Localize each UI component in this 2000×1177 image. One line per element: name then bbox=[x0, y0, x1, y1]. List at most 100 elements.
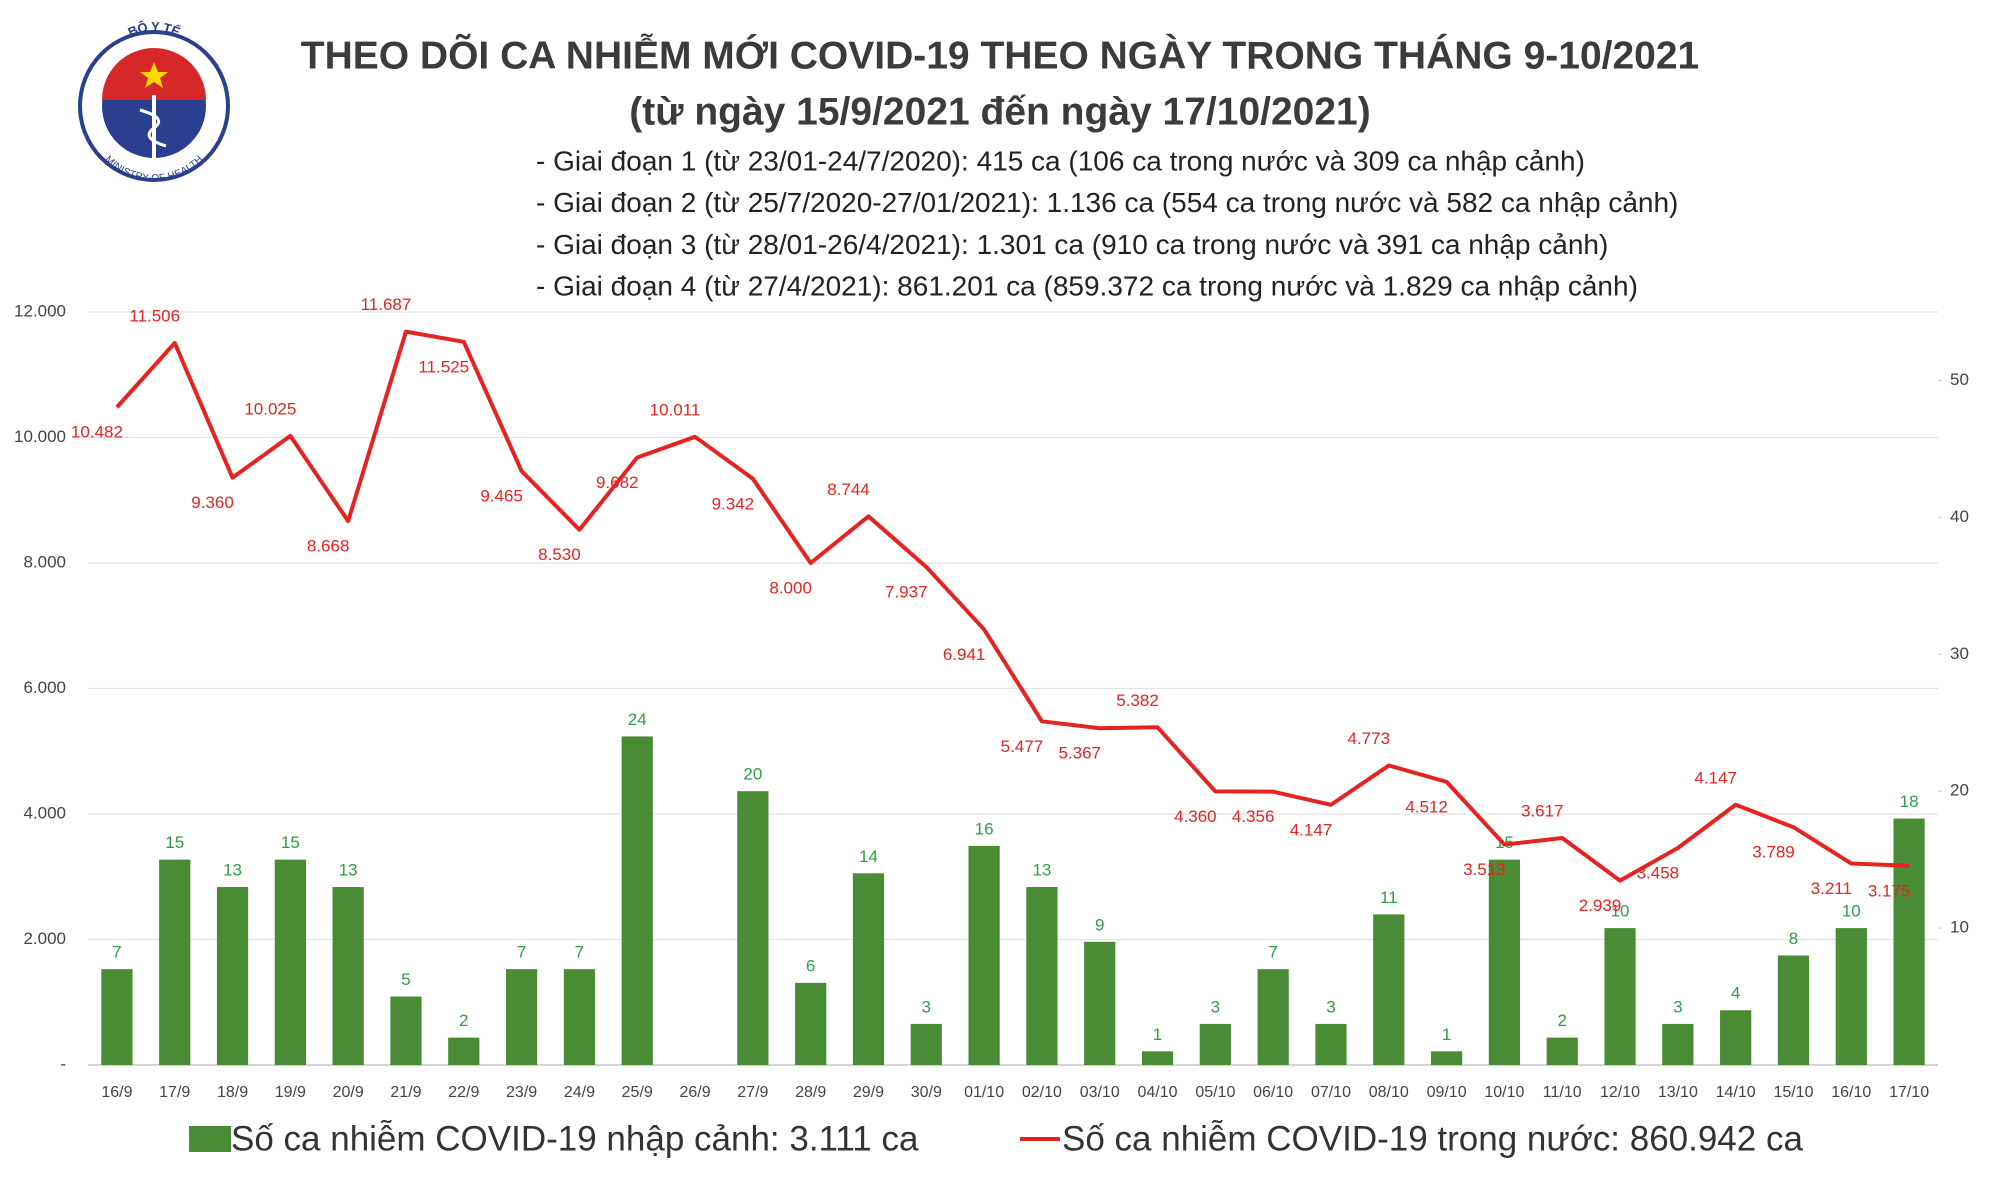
bar bbox=[910, 1023, 942, 1065]
line-value-label: 8.744 bbox=[827, 480, 870, 499]
bar-value-label: 13 bbox=[223, 861, 242, 880]
x-tick-label: 21/9 bbox=[390, 1084, 421, 1101]
legend-label: Số ca nhiễm COVID-19 trong nước: 860.942… bbox=[1062, 1119, 1803, 1158]
x-tick-label: 01/10 bbox=[964, 1084, 1004, 1101]
bar-value-label: 7 bbox=[517, 943, 526, 962]
bar-value-label: 3 bbox=[1673, 997, 1682, 1016]
x-tick-label: 02/10 bbox=[1022, 1084, 1062, 1101]
line-value-label: 3.617 bbox=[1521, 802, 1564, 821]
line-value-label: 3.175 bbox=[1868, 881, 1911, 900]
bar-value-label: 4 bbox=[1731, 984, 1740, 1003]
bar-value-label: 7 bbox=[112, 943, 121, 962]
y2-tick-label: 20 bbox=[1950, 781, 1969, 800]
bar bbox=[1720, 1010, 1752, 1065]
bar bbox=[390, 996, 422, 1065]
line-value-label: 11.687 bbox=[361, 295, 412, 314]
y2-tick-label: 30 bbox=[1950, 644, 1969, 663]
x-tick-label: 08/10 bbox=[1369, 1084, 1409, 1101]
x-tick-label: 17/10 bbox=[1889, 1084, 1929, 1101]
bar-value-label: 14 bbox=[859, 847, 878, 866]
bar-value-label: 16 bbox=[975, 819, 994, 838]
line-value-label: 3.211 bbox=[1811, 879, 1852, 898]
logo-star bbox=[140, 62, 168, 88]
x-tick-label: 10/10 bbox=[1484, 1084, 1524, 1101]
chart-subtitle: (từ ngày 15/9/2021 đến ngày 17/10/2021) bbox=[629, 90, 1370, 133]
line-value-label: 5.477 bbox=[1001, 737, 1044, 756]
bar-value-label: 3 bbox=[1211, 997, 1220, 1016]
bar-value-label: 18 bbox=[1900, 792, 1919, 811]
line-value-label: 8.668 bbox=[307, 537, 350, 556]
bar-value-label: 20 bbox=[743, 765, 762, 784]
note: - Giai đoạn 2 (từ 25/7/2020-27/01/2021):… bbox=[536, 187, 1678, 218]
bar bbox=[274, 859, 306, 1065]
line-value-label: 3.458 bbox=[1637, 863, 1680, 882]
bar bbox=[1488, 859, 1521, 1065]
line-value-label: 8.000 bbox=[769, 578, 812, 597]
x-tick-label: 16/10 bbox=[1831, 1084, 1871, 1101]
x-tick-label: 25/9 bbox=[622, 1084, 653, 1101]
x-tick-label: 27/9 bbox=[737, 1084, 768, 1101]
bar bbox=[1257, 969, 1289, 1065]
line-value-label: 4.512 bbox=[1405, 797, 1448, 816]
line-value-label: 5.382 bbox=[1116, 691, 1159, 710]
line-value-label: 9.682 bbox=[596, 473, 639, 492]
bar bbox=[1026, 887, 1058, 1065]
bar-value-label: 2 bbox=[459, 1011, 468, 1030]
bar-value-label: 24 bbox=[628, 710, 647, 729]
bar bbox=[852, 873, 885, 1065]
bar bbox=[1430, 1051, 1463, 1065]
x-tick-label: 20/9 bbox=[333, 1084, 364, 1101]
bar-value-label: 11 bbox=[1380, 888, 1398, 907]
line-value-label: 5.367 bbox=[1058, 744, 1101, 763]
bar bbox=[1315, 1023, 1347, 1065]
y-tick-label: 6.000 bbox=[23, 678, 66, 697]
bar bbox=[1604, 928, 1636, 1065]
logo-top-text: BỘ Y TẾ bbox=[126, 19, 183, 40]
bar bbox=[621, 736, 653, 1065]
logo-snake bbox=[139, 108, 167, 148]
bar bbox=[1373, 914, 1405, 1065]
bar-value-label: 13 bbox=[339, 861, 358, 880]
note: - Giai đoạn 4 (từ 27/4/2021): 861.201 ca… bbox=[536, 270, 1638, 301]
x-tick-label: 23/9 bbox=[506, 1084, 537, 1101]
line-value-label: 4.360 bbox=[1174, 807, 1217, 826]
bar bbox=[448, 1037, 480, 1065]
bar bbox=[332, 887, 364, 1065]
line-value-label: 9.342 bbox=[712, 494, 755, 513]
line-value-label: 3.789 bbox=[1752, 843, 1795, 862]
note: - Giai đoạn 3 (từ 28/01-26/4/2021): 1.30… bbox=[536, 229, 1608, 260]
line-value-label: 4.147 bbox=[1694, 768, 1737, 787]
line-value-label: 9.360 bbox=[191, 493, 234, 512]
y2-tick-label: 50 bbox=[1950, 370, 1969, 389]
x-tick-label: 06/10 bbox=[1253, 1084, 1293, 1101]
bar bbox=[216, 887, 249, 1065]
legend-swatch bbox=[189, 1126, 231, 1152]
bar bbox=[505, 969, 538, 1065]
line-value-label: 4.356 bbox=[1232, 807, 1275, 826]
bar-value-label: 1 bbox=[1442, 1025, 1451, 1044]
bar bbox=[1141, 1051, 1174, 1065]
x-tick-label: 14/10 bbox=[1716, 1084, 1756, 1101]
x-tick-label: 22/9 bbox=[448, 1084, 479, 1101]
bar-value-label: 9 bbox=[1095, 915, 1104, 934]
y2-tick-label: 40 bbox=[1950, 507, 1969, 526]
x-tick-label: 16/9 bbox=[101, 1084, 132, 1101]
logo-top-path: BỘ Y TẾ bbox=[126, 19, 183, 40]
bar bbox=[1084, 941, 1116, 1065]
x-tick-label: 29/9 bbox=[853, 1084, 884, 1101]
y2-tick-label: 10 bbox=[1950, 918, 1969, 937]
line-value-label: 4.147 bbox=[1290, 820, 1333, 839]
line-value-label: 8.530 bbox=[538, 545, 581, 564]
bar-value-label: 15 bbox=[165, 833, 184, 852]
bar bbox=[1199, 1023, 1231, 1065]
bar-value-label: 7 bbox=[1268, 943, 1277, 962]
line-value-label: 7.937 bbox=[885, 582, 928, 601]
y-tick-label: 4.000 bbox=[23, 803, 66, 822]
note: - Giai đoạn 1 (từ 23/01-24/7/2020): 415 … bbox=[536, 145, 1585, 176]
x-tick-label: 28/9 bbox=[795, 1084, 826, 1101]
bar-value-label: 10 bbox=[1611, 902, 1630, 921]
bar bbox=[1835, 928, 1867, 1065]
legend-label: Số ca nhiễm COVID-19 nhập cảnh: 3.111 ca bbox=[231, 1119, 919, 1158]
bar bbox=[1546, 1037, 1578, 1065]
